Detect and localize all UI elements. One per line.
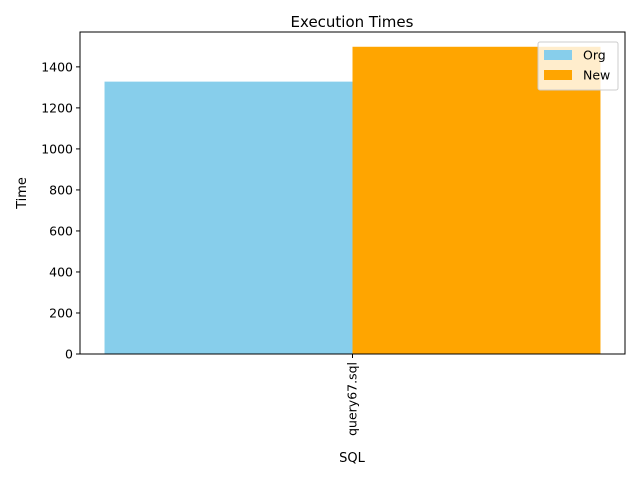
y-tick-label: 0 (65, 347, 73, 362)
bar-org-0 (104, 81, 353, 354)
y-tick-label: 1000 (41, 141, 73, 156)
legend: Org New (537, 41, 619, 91)
bars-group (104, 46, 601, 355)
legend-label-org: Org (583, 48, 606, 63)
y-axis-ticks: 0 200 400 600 800 1000 1200 1400 (41, 59, 80, 362)
bar-new-0 (352, 46, 601, 355)
y-tick-label: 1400 (41, 59, 73, 74)
x-axis-ticks: query67.sql (345, 354, 360, 436)
legend-swatch-new (544, 70, 572, 80)
y-tick-label: 400 (49, 264, 73, 279)
plot-frame (79, 31, 626, 355)
y-tick-label: 600 (49, 223, 73, 238)
chart-title: Execution Times (291, 13, 414, 31)
x-tick-label: query67.sql (345, 362, 360, 436)
legend-swatch-org (544, 50, 572, 60)
y-tick-label: 1200 (41, 100, 73, 115)
y-tick-label: 800 (49, 182, 73, 197)
y-axis-label: Time (15, 177, 30, 210)
legend-label-new: New (583, 68, 610, 83)
x-axis-label: SQL (339, 451, 365, 466)
y-tick-label: 200 (49, 305, 73, 320)
legend-box (537, 41, 619, 91)
